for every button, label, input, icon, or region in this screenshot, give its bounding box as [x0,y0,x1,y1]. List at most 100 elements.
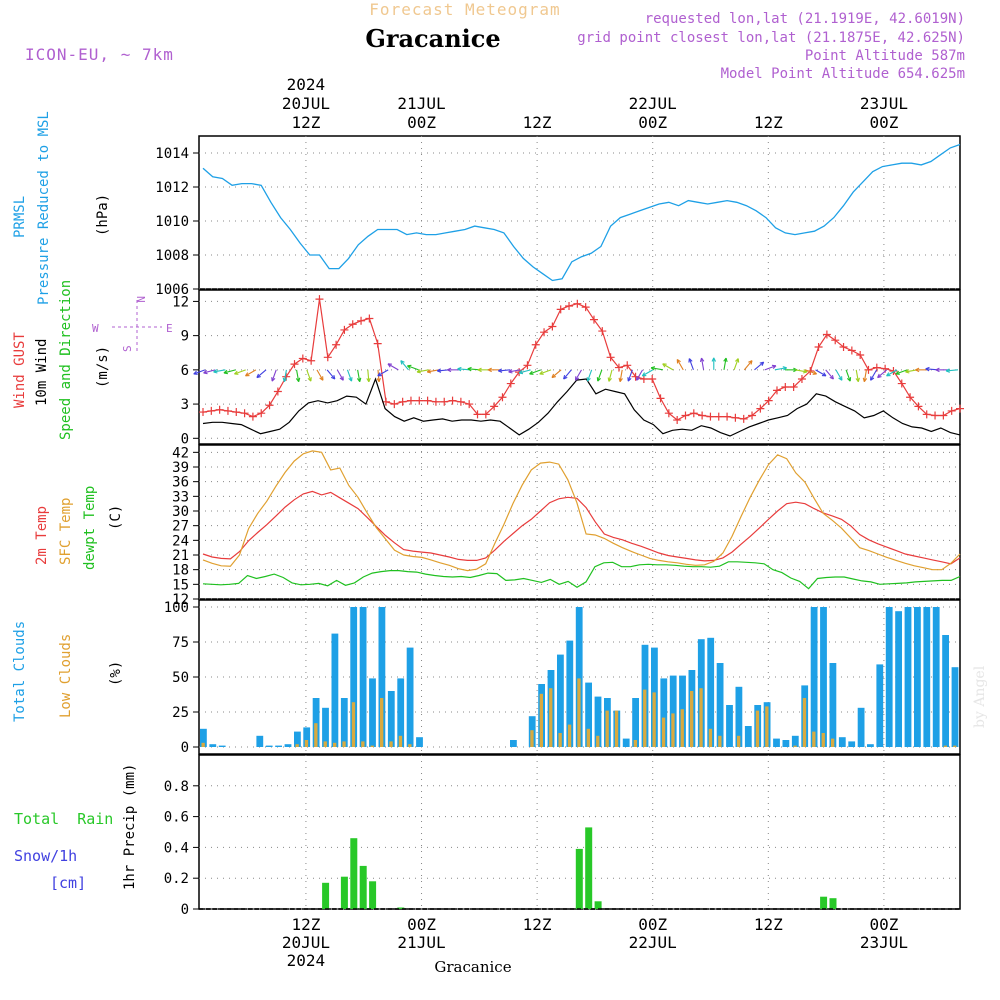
y-tick-label: 21 [172,548,189,564]
wind-direction-arrow [774,366,787,371]
cloud-low-bar [680,709,684,747]
arrow-shaft [870,369,878,381]
panel-1: 0 3 6 9 12 [172,289,961,447]
arrow-head [436,368,442,373]
wind-direction-arrow [416,369,429,374]
wind-direction-arrow [245,369,257,377]
wind-direction-arrow [336,369,344,381]
arrow-head [641,372,647,377]
y-tick-label: 15 [172,577,189,593]
arrow-shaft [357,369,361,382]
cloud-total-bar [322,707,329,747]
arrow-shaft [193,369,206,375]
precip-side-labels: Total Rain Snow/1h [cm] 1hr Precip (mm) [14,764,138,892]
y-tick-label: 9 [181,329,189,345]
cloud-unit: (%) [108,661,124,686]
wind-direction-arrow [895,369,908,375]
gust-marker [440,397,449,406]
precip-snow-label: Snow/1h [14,847,77,865]
cloud-total-bar [312,698,320,747]
gust-marker [648,374,657,383]
arrow-head [935,367,940,373]
cloud-low-bar [652,692,656,747]
cloud-low-bar [333,742,337,747]
arrow-shaft [805,369,817,375]
wind-direction-arrow [886,369,898,377]
y-tick-label: 0 [181,902,189,918]
point-altitude: Point Altitude 587m [805,48,965,64]
gust-marker [340,325,349,334]
cloud-total-bar [557,654,564,747]
wind-direction-arrow [563,369,572,380]
cloud-total-bar [350,607,358,747]
arrow-head [855,377,860,382]
arrow-head [457,366,462,372]
cloud-low-bar [643,689,647,747]
gridpoint-coords: grid point closest lon,lat (21.1875E, 42… [577,30,965,46]
gust-marker [589,315,598,324]
arrow-head [256,373,261,379]
gust-marker [223,406,232,415]
wind-direction-arrow [676,359,684,371]
wind-direction-arrow [193,369,206,375]
bottom-axis-text: 00Z [407,915,436,934]
arrow-shaft [845,369,851,382]
arrow-shaft [945,369,959,372]
arrow-shaft [245,369,257,377]
cloud-total-bar [294,731,301,747]
y-tick-label: 0.6 [164,810,189,826]
gust-marker [614,363,623,372]
rain-bar [575,848,583,909]
y-tick-label: 1014 [155,146,189,162]
arrow-head [498,368,503,373]
arrow-shaft [886,369,898,377]
cloud-total-bar [857,707,865,747]
cloud-total-bar [773,738,780,747]
wind-direction-arrow [835,369,843,381]
cloud-total-bar [876,664,884,747]
y-tick-label: 75 [172,635,189,651]
cloud-total-bar [331,633,339,747]
cloud-total-bar [369,678,376,747]
arrow-head [330,375,336,380]
gust-marker [406,396,415,405]
cloud-low-bar [661,717,666,747]
y-tick-label: 36 [172,475,189,491]
wind-direction-arrow [213,369,226,374]
wind-direction-arrow [306,369,312,382]
gust-marker [473,410,482,419]
cloud-total-bar [378,607,386,747]
arrow-head [339,376,344,381]
cloud-low-bar [699,688,703,747]
wind-direction-arrow [596,369,603,382]
arrow-head [387,363,392,368]
gust-marker [373,339,382,348]
gust-marker [706,412,715,421]
bottom-axis-text: 20JUL [282,933,330,952]
wind-direction-arrow [387,363,399,371]
temp-2m-label: 2m Temp [34,506,50,565]
gust-marker [531,340,540,349]
wind-direction-arrow [711,357,717,370]
top-axis-text: 20JUL [282,94,330,113]
arrow-shaft [306,369,312,382]
arrow-shaft [551,369,562,378]
cloud-total-bar [735,686,743,747]
cloud-low-bar [530,730,534,747]
y-tick-label: 1010 [155,214,189,230]
gust-marker [831,336,840,345]
gust-marker [681,411,690,420]
arrow-head [905,369,910,374]
gust-marker [431,397,440,406]
cloud-total-bar [885,607,893,747]
cloud-low-bar [812,731,816,747]
arrow-head [245,372,250,377]
arrow-shaft [518,369,531,374]
gust-marker [348,320,357,329]
arrow-head [821,372,827,377]
cloud-total-bar [867,744,874,747]
rain-bar [820,896,828,909]
bottom-axis-text: 22JUL [629,933,677,952]
